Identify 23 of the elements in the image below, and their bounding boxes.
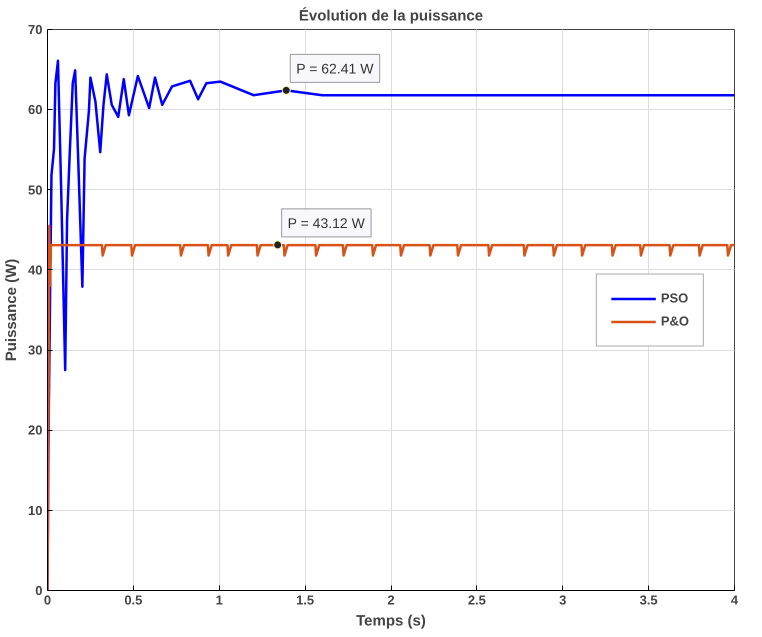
x-axis-title: Temps (s) <box>356 612 426 630</box>
y-tick-label: 30 <box>28 342 43 358</box>
y-tick-label: 50 <box>28 182 43 198</box>
y-tick-label: 0 <box>35 583 43 598</box>
y-axis-title: Puissance (W) <box>3 258 20 362</box>
y-tick-label: 10 <box>28 502 43 518</box>
x-tick-label: 1.5 <box>296 592 314 608</box>
y-tick-label: 70 <box>28 22 43 37</box>
annotation: P = 43.12 W <box>288 214 366 231</box>
annotation: P = 62.41 W <box>296 60 374 76</box>
x-tick-label: 3 <box>559 592 566 608</box>
legend-label: P&O <box>660 314 689 328</box>
legend-label: PSO <box>660 290 688 306</box>
y-tick-label: 60 <box>28 102 43 118</box>
y-tick-label: 20 <box>28 422 43 438</box>
x-tick-label: 4 <box>730 592 739 608</box>
x-tick-label: 0.5 <box>124 592 142 608</box>
x-tick-label: 2.5 <box>468 592 486 608</box>
x-tick-label: 2 <box>387 592 395 608</box>
x-tick-label: 1 <box>216 592 223 608</box>
x-tick-label: 3.5 <box>640 592 658 608</box>
y-tick-label: 40 <box>28 262 43 278</box>
chart-title: Évolution de la puissance <box>298 6 484 24</box>
